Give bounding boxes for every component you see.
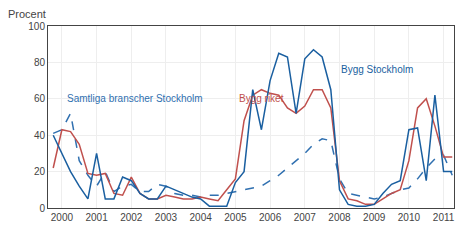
svg-text:2001: 2001 (85, 212, 108, 223)
svg-text:2011: 2011 (433, 212, 455, 223)
svg-text:2003: 2003 (155, 212, 178, 223)
svg-text:60: 60 (34, 93, 46, 104)
svg-text:80: 80 (34, 57, 46, 68)
svg-text:2009: 2009 (363, 212, 386, 223)
svg-text:2008: 2008 (328, 212, 351, 223)
svg-text:2002: 2002 (120, 212, 143, 223)
svg-text:2007: 2007 (294, 212, 317, 223)
svg-text:20: 20 (34, 166, 46, 177)
svg-text:40: 40 (34, 130, 46, 141)
svg-text:2006: 2006 (259, 212, 282, 223)
svg-text:Samtliga branscher Stockholm: Samtliga branscher Stockholm (67, 93, 203, 104)
svg-text:2010: 2010 (398, 212, 421, 223)
svg-text:2005: 2005 (224, 212, 247, 223)
svg-text:Procent: Procent (8, 8, 46, 20)
svg-text:0: 0 (39, 203, 45, 214)
svg-text:Bygg riket: Bygg riket (239, 93, 284, 104)
svg-text:2004: 2004 (190, 212, 213, 223)
svg-text:100: 100 (28, 21, 45, 32)
svg-text:2000: 2000 (51, 212, 74, 223)
svg-text:Bygg Stockholm: Bygg Stockholm (341, 64, 413, 75)
